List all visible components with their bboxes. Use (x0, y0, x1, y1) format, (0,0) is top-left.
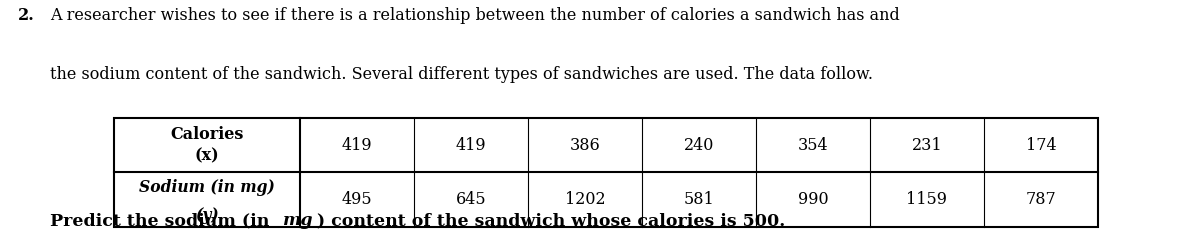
Text: 419: 419 (456, 137, 486, 154)
Text: Sodium (in mg): Sodium (in mg) (139, 179, 275, 196)
Text: 231: 231 (912, 137, 942, 154)
Text: 354: 354 (798, 137, 828, 154)
Text: 990: 990 (798, 191, 828, 208)
Text: 419: 419 (342, 137, 372, 154)
Text: 174: 174 (1026, 137, 1056, 154)
Text: (y): (y) (196, 207, 218, 224)
Text: the sodium content of the sandwich. Several different types of sandwiches are us: the sodium content of the sandwich. Seve… (50, 66, 874, 83)
Text: 1159: 1159 (906, 191, 948, 208)
Text: 240: 240 (684, 137, 714, 154)
Text: ) content of the sandwich whose calories is 500.: ) content of the sandwich whose calories… (317, 212, 785, 229)
Text: 386: 386 (570, 137, 600, 154)
Text: 645: 645 (456, 191, 486, 208)
Text: mg: mg (282, 212, 312, 229)
Text: Calories
(x): Calories (x) (170, 126, 244, 164)
Text: A researcher wishes to see if there is a relationship between the number of calo: A researcher wishes to see if there is a… (50, 7, 900, 24)
Text: 581: 581 (684, 191, 714, 208)
Text: Predict the sodium (in: Predict the sodium (in (50, 212, 276, 229)
Text: 2.: 2. (18, 7, 35, 24)
Text: 495: 495 (342, 191, 372, 208)
Text: 787: 787 (1026, 191, 1056, 208)
Text: 1202: 1202 (565, 191, 605, 208)
